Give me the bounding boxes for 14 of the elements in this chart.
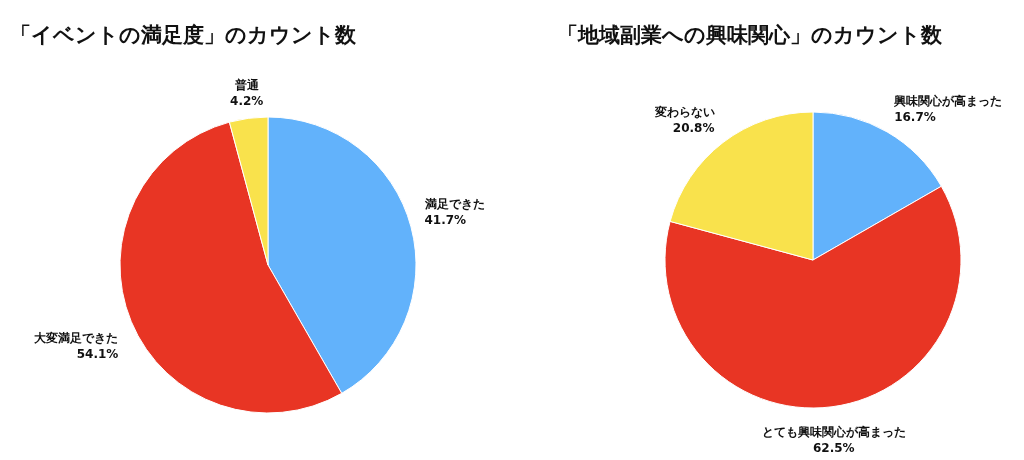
chart-title: 「イベントの満足度」のカウント数 xyxy=(10,23,357,47)
slice-label: とても興味関心が高まった xyxy=(761,424,906,439)
chart-title: 「地域副業への興味関心」のカウント数 xyxy=(557,23,943,47)
data-label: 62.5% xyxy=(812,440,855,455)
slice-label: 満足できた xyxy=(423,197,485,212)
slice-label: 興味関心が高まった xyxy=(893,93,1003,108)
slice-label: 普通 xyxy=(233,78,260,93)
data-label: 41.7% xyxy=(424,213,467,228)
data-label: 16.7% xyxy=(894,109,936,124)
slice-label: 大変満足できた xyxy=(34,330,119,345)
slice-label: 変わらない xyxy=(653,105,715,120)
data-label: 4.2% xyxy=(230,94,264,109)
data-label: 54.1% xyxy=(76,346,119,361)
data-label: 20.8% xyxy=(672,121,715,136)
